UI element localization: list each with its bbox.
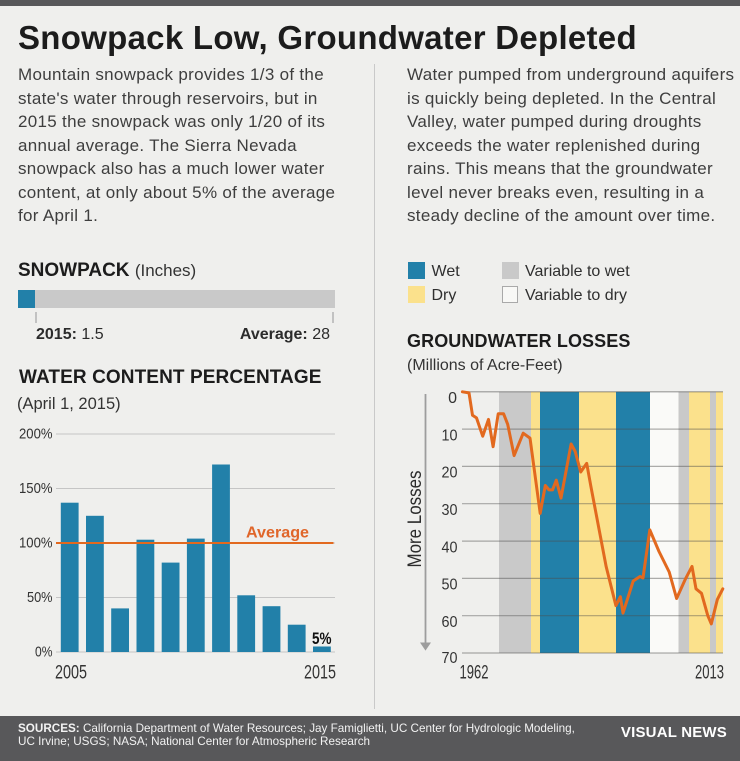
svg-text:50%: 50% xyxy=(27,589,53,606)
svg-text:70: 70 xyxy=(442,650,458,667)
svg-text:200%: 200% xyxy=(19,426,53,443)
svg-text:Average: Average xyxy=(246,525,309,542)
svg-text:20: 20 xyxy=(442,465,458,482)
svg-text:0: 0 xyxy=(448,390,457,407)
svg-text:30: 30 xyxy=(442,502,458,519)
svg-text:100%: 100% xyxy=(19,535,53,552)
svg-text:10: 10 xyxy=(442,427,458,444)
svg-text:1962: 1962 xyxy=(460,663,489,684)
svg-text:2015: 2015 xyxy=(304,663,336,684)
svg-text:50: 50 xyxy=(442,577,458,594)
svg-text:0%: 0% xyxy=(35,644,53,661)
svg-text:More Losses: More Losses xyxy=(405,471,426,568)
svg-text:150%: 150% xyxy=(19,480,53,497)
svg-text:5%: 5% xyxy=(312,629,332,648)
svg-text:60: 60 xyxy=(442,614,458,631)
svg-text:2005: 2005 xyxy=(55,663,87,684)
svg-text:2013: 2013 xyxy=(695,663,724,684)
svg-text:40: 40 xyxy=(442,539,458,556)
